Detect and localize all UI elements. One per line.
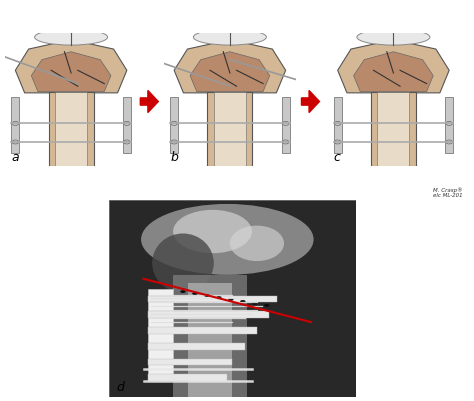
Bar [170, 97, 178, 153]
Ellipse shape [252, 302, 257, 305]
Bar [445, 97, 453, 153]
Polygon shape [190, 53, 270, 92]
Ellipse shape [171, 141, 177, 145]
Ellipse shape [228, 298, 234, 301]
Ellipse shape [283, 141, 289, 145]
Polygon shape [31, 53, 111, 92]
Bar [148, 296, 277, 303]
Ellipse shape [204, 294, 210, 297]
Bar [214, 92, 246, 166]
Bar [148, 375, 228, 381]
Ellipse shape [35, 30, 108, 46]
Text: d: d [117, 380, 124, 393]
Ellipse shape [283, 122, 289, 126]
Ellipse shape [12, 141, 18, 145]
Bar [148, 358, 232, 366]
Text: M. Crasp®
elc ML-201: M. Crasp® elc ML-201 [432, 186, 462, 198]
Ellipse shape [173, 210, 252, 253]
FancyArrow shape [140, 91, 158, 113]
Ellipse shape [446, 122, 453, 126]
Text: a: a [11, 151, 19, 164]
Ellipse shape [124, 122, 130, 126]
Ellipse shape [124, 141, 130, 145]
Bar [282, 97, 290, 153]
Ellipse shape [192, 292, 198, 295]
Ellipse shape [152, 234, 214, 293]
Ellipse shape [193, 30, 266, 46]
Bar [123, 97, 131, 153]
Ellipse shape [141, 205, 314, 275]
FancyArrow shape [301, 91, 319, 113]
Ellipse shape [12, 122, 18, 126]
Bar [148, 289, 173, 377]
Text: b: b [170, 151, 178, 164]
Ellipse shape [230, 226, 284, 261]
Ellipse shape [357, 30, 430, 46]
Polygon shape [174, 41, 286, 93]
Ellipse shape [264, 304, 270, 307]
Bar [371, 92, 416, 166]
Polygon shape [354, 53, 433, 92]
Bar [55, 92, 87, 166]
Bar [377, 92, 410, 166]
Ellipse shape [171, 122, 177, 126]
Bar [334, 97, 342, 153]
Text: c: c [334, 151, 341, 164]
Ellipse shape [446, 141, 453, 145]
Bar [48, 92, 94, 166]
Bar [148, 312, 269, 318]
Bar [173, 275, 247, 397]
Bar [207, 92, 253, 166]
Polygon shape [15, 41, 127, 93]
Bar [188, 283, 232, 397]
Ellipse shape [180, 290, 186, 293]
Ellipse shape [216, 296, 221, 299]
Bar [148, 343, 245, 350]
Polygon shape [337, 41, 449, 93]
Ellipse shape [334, 141, 341, 145]
Ellipse shape [240, 300, 246, 303]
Bar [11, 97, 19, 153]
Ellipse shape [334, 122, 341, 126]
Bar [148, 327, 257, 334]
